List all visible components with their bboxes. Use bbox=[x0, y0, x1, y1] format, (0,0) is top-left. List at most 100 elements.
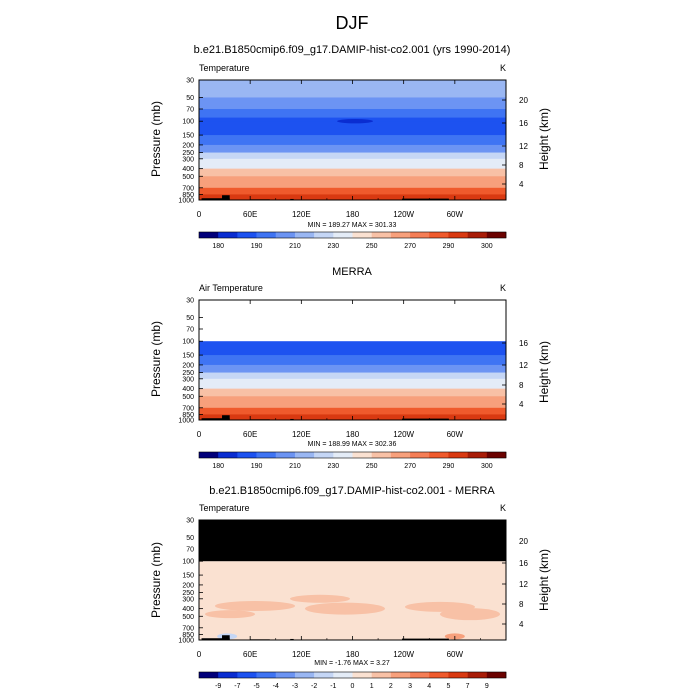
colorbar-label: 180 bbox=[212, 243, 224, 250]
panel-model: b.e21.B1850cmip6.f09_g17.DAMIP-hist-co2.… bbox=[149, 44, 551, 250]
y-axis-label: Pressure (mb) bbox=[149, 542, 163, 618]
anomaly-blob bbox=[205, 610, 255, 619]
colorbar-label: -3 bbox=[292, 683, 298, 690]
y-tick-label: 700 bbox=[182, 625, 194, 632]
x-tick-label: 60E bbox=[243, 210, 257, 219]
panel-left-label: Temperature bbox=[199, 503, 250, 513]
contour-band bbox=[199, 168, 506, 177]
y-tick-label: 200 bbox=[182, 582, 194, 589]
colorbar-swatch bbox=[256, 232, 277, 238]
height-tick-label: 4 bbox=[519, 400, 524, 409]
contour-band bbox=[199, 135, 506, 146]
height-tick-label: 12 bbox=[519, 142, 528, 151]
contour-band bbox=[199, 341, 506, 356]
panel-title: MERRA bbox=[332, 266, 372, 278]
x-tick-label: 120E bbox=[292, 210, 311, 219]
y-tick-label: 50 bbox=[186, 535, 194, 542]
panel-title: b.e21.B1850cmip6.f09_g17.DAMIP-hist-co2.… bbox=[194, 44, 511, 56]
height-tick-label: 20 bbox=[519, 96, 528, 105]
height-tick-label: 8 bbox=[519, 161, 524, 170]
y-tick-label: 250 bbox=[182, 150, 194, 157]
colorbar-swatch bbox=[486, 672, 507, 678]
x-tick-label: 120W bbox=[393, 430, 414, 439]
y-tick-label: 500 bbox=[182, 394, 194, 401]
cold-pocket bbox=[337, 119, 374, 124]
height-tick-label: 16 bbox=[519, 339, 528, 348]
contour-band bbox=[199, 396, 506, 409]
contour-band bbox=[199, 80, 506, 98]
colorbar-swatch bbox=[314, 232, 334, 238]
anomaly-blob bbox=[290, 594, 350, 603]
x-tick-label: 0 bbox=[197, 210, 202, 219]
x-tick-label: 60W bbox=[447, 650, 464, 659]
y-axis-right-label: Height (km) bbox=[537, 549, 551, 611]
x-tick-label: 120W bbox=[393, 650, 414, 659]
colorbar-label: 180 bbox=[212, 463, 224, 470]
colorbar-label: -5 bbox=[253, 683, 259, 690]
colorbar-label: 210 bbox=[289, 463, 301, 470]
colorbar-swatch bbox=[275, 452, 296, 458]
y-tick-label: 700 bbox=[182, 185, 194, 192]
x-tick-label: 120E bbox=[292, 650, 311, 659]
height-tick-label: 12 bbox=[519, 580, 528, 589]
min-max-label: MIN = 188.99 MAX = 302.36 bbox=[308, 441, 397, 448]
x-tick-label: 180 bbox=[346, 430, 360, 439]
height-tick-label: 4 bbox=[519, 620, 524, 629]
colorbar-label: 1 bbox=[370, 683, 374, 690]
x-tick-label: 60W bbox=[447, 210, 464, 219]
anomaly-blob bbox=[215, 600, 295, 611]
topography bbox=[201, 198, 230, 200]
colorbar-swatch bbox=[429, 452, 449, 458]
colorbar-swatch bbox=[371, 672, 392, 678]
colorbar-swatch bbox=[371, 452, 392, 458]
height-tick-label: 4 bbox=[519, 180, 524, 189]
colorbar-swatch bbox=[390, 452, 411, 458]
y-tick-label: 300 bbox=[182, 156, 194, 163]
colorbar-swatch bbox=[371, 232, 392, 238]
topography bbox=[222, 195, 230, 200]
x-tick-label: 180 bbox=[346, 210, 360, 219]
x-tick-label: 0 bbox=[197, 650, 202, 659]
min-max-label: MIN = -1.76 MAX = 3.27 bbox=[314, 660, 390, 667]
y-tick-label: 70 bbox=[186, 106, 194, 113]
colorbar-swatch bbox=[218, 452, 238, 458]
topography bbox=[201, 418, 230, 420]
y-tick-label: 850 bbox=[182, 632, 194, 639]
y-tick-label: 50 bbox=[186, 315, 194, 322]
contour-band bbox=[199, 388, 506, 397]
colorbar-label: 290 bbox=[443, 243, 455, 250]
colorbar-label: 270 bbox=[404, 463, 416, 470]
colorbar-label: 300 bbox=[481, 243, 493, 250]
y-tick-label: 250 bbox=[182, 590, 194, 597]
y-tick-label: 500 bbox=[182, 614, 194, 621]
y-tick-label: 100 bbox=[182, 559, 194, 566]
colorbar-swatch bbox=[199, 232, 219, 238]
contour-band bbox=[199, 97, 506, 110]
colorbar-label: 3 bbox=[408, 683, 412, 690]
colorbar-swatch bbox=[275, 672, 296, 678]
masked-region bbox=[199, 520, 506, 562]
colorbar-label: 270 bbox=[404, 243, 416, 250]
y-tick-label: 400 bbox=[182, 606, 194, 613]
topography bbox=[401, 418, 449, 420]
colorbar-swatch bbox=[467, 232, 488, 238]
figure-title: DJF bbox=[336, 13, 369, 33]
y-tick-label: 1000 bbox=[178, 198, 194, 205]
contour-band bbox=[199, 108, 506, 118]
colorbar-label: 250 bbox=[366, 463, 378, 470]
height-tick-label: 20 bbox=[519, 537, 528, 546]
colorbar-swatch bbox=[237, 452, 257, 458]
x-tick-label: 60E bbox=[243, 650, 257, 659]
contour-band bbox=[199, 144, 506, 153]
y-tick-label: 30 bbox=[186, 518, 194, 525]
topography bbox=[222, 635, 230, 640]
colorbar-swatch bbox=[218, 672, 238, 678]
colorbar-label: 9 bbox=[485, 683, 489, 690]
contour-band bbox=[199, 176, 506, 189]
x-tick-label: 180 bbox=[346, 650, 360, 659]
colorbar-swatch bbox=[314, 452, 334, 458]
y-tick-label: 200 bbox=[182, 142, 194, 149]
y-tick-label: 100 bbox=[182, 119, 194, 126]
colorbar-label: 4 bbox=[427, 683, 431, 690]
